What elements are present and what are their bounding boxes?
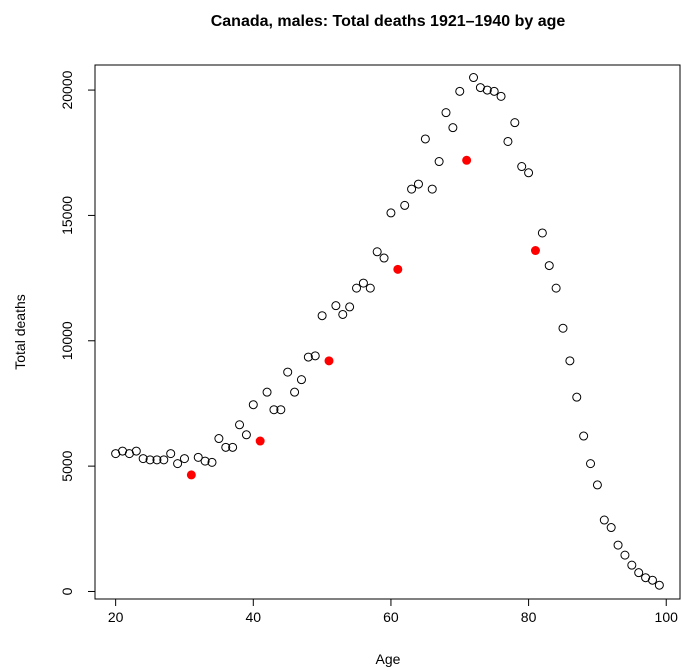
data-point xyxy=(296,375,306,385)
data-point xyxy=(558,323,568,333)
data-point xyxy=(276,405,286,415)
data-point xyxy=(586,459,596,469)
data-point xyxy=(489,86,499,96)
data-point xyxy=(627,560,637,570)
data-point xyxy=(179,454,189,464)
data-point xyxy=(166,449,176,459)
highlighted-point xyxy=(255,436,265,446)
x-tick-label: 20 xyxy=(108,609,124,625)
highlighted-point xyxy=(462,155,472,165)
data-point xyxy=(207,457,217,467)
data-point xyxy=(413,179,423,189)
data-point xyxy=(537,228,547,238)
data-point xyxy=(469,73,479,83)
data-point xyxy=(434,157,444,167)
data-point xyxy=(345,302,355,312)
data-point xyxy=(565,356,575,366)
data-point xyxy=(221,442,231,452)
data-points xyxy=(111,73,664,590)
data-point xyxy=(544,261,554,271)
data-point xyxy=(654,580,664,590)
data-point xyxy=(235,420,245,430)
data-point xyxy=(248,400,258,410)
y-axis: 0 5000 10000 15000 20000 xyxy=(59,70,96,595)
data-point xyxy=(352,283,362,293)
y-tick-label: 10000 xyxy=(59,321,75,360)
data-point xyxy=(365,283,375,293)
data-point xyxy=(283,367,293,377)
y-tick-label: 20000 xyxy=(59,70,75,109)
data-point xyxy=(441,108,451,118)
data-point xyxy=(503,136,513,146)
data-point xyxy=(173,459,183,469)
data-point xyxy=(159,455,169,465)
data-point xyxy=(152,455,162,465)
data-point xyxy=(647,575,657,585)
data-point xyxy=(310,351,320,361)
data-point xyxy=(579,431,589,441)
data-point xyxy=(338,309,348,319)
y-tick-label: 15000 xyxy=(59,196,75,235)
data-point xyxy=(379,253,389,263)
data-point xyxy=(524,168,534,178)
y-axis-label: Total deaths xyxy=(12,294,28,370)
data-point xyxy=(572,392,582,402)
chart-title: Canada, males: Total deaths 1921–1940 by… xyxy=(211,13,566,30)
data-point xyxy=(131,446,141,456)
y-tick-label: 0 xyxy=(59,587,75,595)
data-point xyxy=(420,134,430,144)
data-point xyxy=(400,200,410,210)
highlighted-point xyxy=(186,470,196,480)
data-point xyxy=(620,550,630,560)
data-point xyxy=(262,387,272,397)
data-point xyxy=(551,283,561,293)
data-point xyxy=(138,454,148,464)
data-point xyxy=(372,247,382,257)
data-point xyxy=(407,184,417,194)
x-tick-label: 60 xyxy=(383,609,399,625)
data-point xyxy=(303,352,313,362)
plot-area-border xyxy=(94,64,681,600)
data-point xyxy=(606,523,616,533)
data-point xyxy=(496,91,506,101)
x-axis: 20 40 60 80 100 xyxy=(108,598,679,625)
data-point xyxy=(290,387,300,397)
data-point xyxy=(331,301,341,311)
data-point xyxy=(599,515,609,525)
data-point xyxy=(358,278,368,288)
data-point xyxy=(634,568,644,578)
data-point xyxy=(193,452,203,462)
data-point xyxy=(510,118,520,128)
data-point xyxy=(269,405,279,415)
data-point xyxy=(517,162,527,172)
highlighted-point xyxy=(393,264,403,274)
highlighted-point xyxy=(530,246,540,256)
data-point xyxy=(592,480,602,490)
data-point xyxy=(482,85,492,95)
data-point xyxy=(200,456,210,466)
x-axis-label: Age xyxy=(376,651,401,667)
data-point xyxy=(228,442,238,452)
data-point xyxy=(455,86,465,96)
data-point xyxy=(214,434,224,444)
data-point xyxy=(427,184,437,194)
x-tick-label: 40 xyxy=(246,609,262,625)
x-tick-label: 80 xyxy=(521,609,537,625)
highlighted-point xyxy=(324,356,334,366)
data-point xyxy=(613,540,623,550)
x-tick-label: 100 xyxy=(655,609,679,625)
data-point xyxy=(448,123,458,133)
data-point xyxy=(241,430,251,440)
data-point xyxy=(317,311,327,321)
data-point xyxy=(145,455,155,465)
y-tick-label: 5000 xyxy=(59,450,75,481)
data-point xyxy=(386,208,396,218)
